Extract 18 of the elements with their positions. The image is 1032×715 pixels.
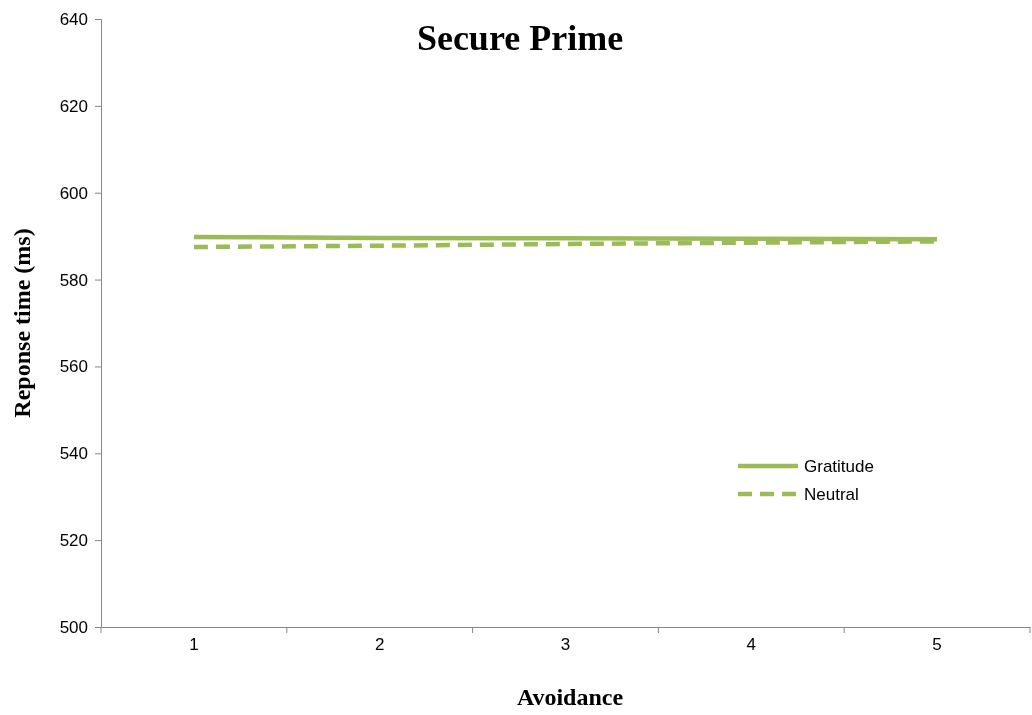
y-tick-label: 560 — [59, 357, 88, 377]
y-tick-label: 600 — [59, 183, 88, 203]
y-axis-title: Reponse time (ms) — [9, 228, 35, 418]
x-axis-title: Avoidance — [516, 684, 624, 710]
x-tick-label: 3 — [560, 635, 571, 655]
y-tick-label: 500 — [59, 617, 88, 637]
y-tick-label: 520 — [59, 531, 88, 551]
chart-title: Secure Prime — [416, 18, 624, 58]
legend-label: Neutral — [804, 485, 859, 504]
y-tick-label: 580 — [59, 270, 88, 290]
y-tick-label: 620 — [59, 96, 88, 116]
y-tick-label: 540 — [59, 444, 88, 464]
x-tick-label: 5 — [932, 635, 942, 655]
legend-label: Gratitude — [804, 457, 874, 476]
x-tick-label: 4 — [746, 635, 757, 655]
y-tick-label: 640 — [59, 9, 88, 29]
x-tick-label: 2 — [374, 635, 385, 655]
x-tick-label: 1 — [189, 635, 199, 655]
